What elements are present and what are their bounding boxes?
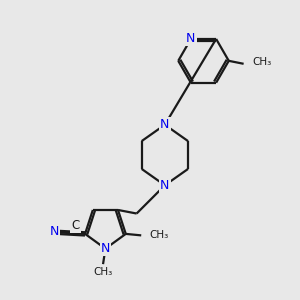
Text: C: C [71, 219, 80, 232]
Text: N: N [50, 225, 59, 238]
Text: CH₃: CH₃ [252, 57, 271, 67]
Text: N: N [160, 118, 170, 131]
Text: CH₃: CH₃ [93, 268, 113, 278]
Text: N: N [101, 242, 110, 255]
Text: CH₃: CH₃ [149, 230, 169, 240]
Text: N: N [160, 179, 170, 192]
Text: N: N [186, 32, 196, 46]
